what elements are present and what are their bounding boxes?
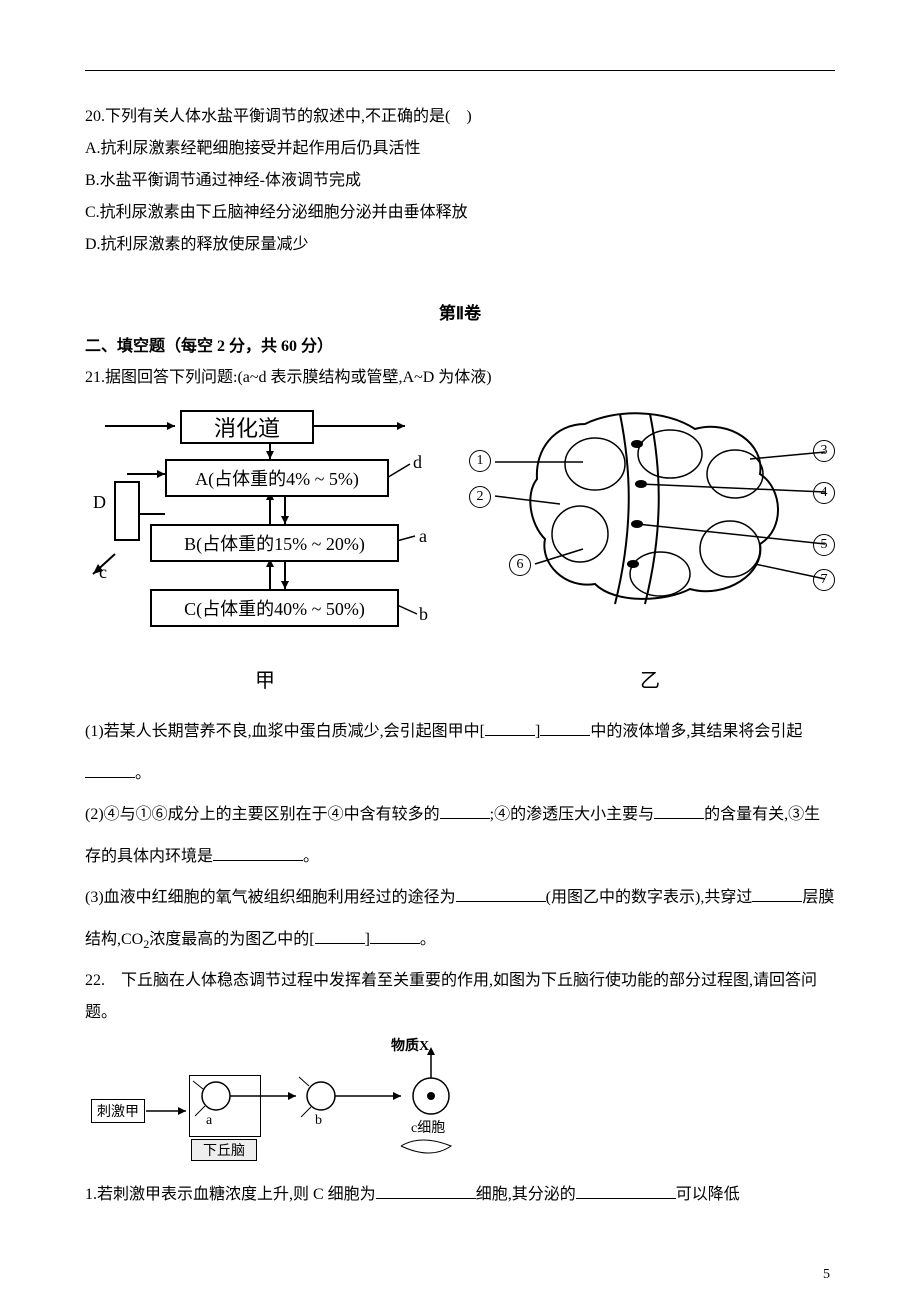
blank[interactable] (485, 719, 535, 736)
q22-hypothalamus-label-box: 下丘脑 (191, 1139, 257, 1161)
page-number: 5 (823, 1267, 830, 1283)
blank[interactable] (540, 719, 590, 736)
q22-hypothalamus-label: 下丘脑 (203, 1140, 245, 1160)
q22-figure: 刺激甲 a 下丘脑 b c细胞 物质X (91, 1041, 511, 1171)
q22-p1a: 1.若刺激甲表示血糖浓度上升,则 C 细胞为 (85, 1186, 376, 1203)
figure-captions: 甲 乙 (85, 664, 835, 693)
q21-p1a: (1)若某人长期营养不良,血浆中蛋白质减少,会引起图甲中[ (85, 723, 485, 740)
fig-jia-label-a: a (419, 526, 427, 547)
q22-p1b: 细胞,其分泌的 (476, 1186, 576, 1203)
q22-label-x: 物质X (391, 1035, 429, 1055)
figure-jia: 消化道 A(占体重的4% ~ 5%) B(占体重的15% ~ 20%) C(占体… (85, 404, 445, 664)
fig-yi-label-3: 3 (813, 440, 835, 462)
fig-jia-label-d-upper: D (93, 492, 106, 513)
q21-p3f: 。 (420, 931, 436, 948)
blank[interactable] (315, 927, 365, 944)
blank[interactable] (654, 802, 704, 819)
top-rule (85, 70, 835, 71)
q20-opt-a: A.抗利尿激素经靶细胞接受并起作用后仍具活性 (85, 133, 835, 165)
fig-jia-label-b: b (419, 604, 428, 625)
q22-hypothalamus-box (189, 1075, 261, 1137)
blank[interactable] (576, 1182, 676, 1199)
fig-jia-box-top: 消化道 (180, 410, 314, 444)
q21-p3d: 浓度最高的为图乙中的[ (149, 931, 314, 948)
fig-yi-label-5: 5 (813, 534, 835, 556)
q20-opt-b: B.水盐平衡调节通过神经-体液调节完成 (85, 165, 835, 197)
fig-jia-box-a: A(占体重的4% ~ 5%) (165, 459, 389, 497)
q21-p1d: 。 (135, 765, 151, 782)
q22-stem: 22. 下丘脑在人体稳态调节过程中发挥着至关重要的作用,如图为下丘脑行使功能的部… (85, 965, 835, 1029)
q22-p1c: 可以降低 (676, 1186, 740, 1203)
fig-yi-label-4: 4 (813, 482, 835, 504)
q22-stim-box: 刺激甲 (91, 1099, 145, 1123)
blank[interactable] (213, 844, 303, 861)
q21-p3b: (用图乙中的数字表示),共穿过 (546, 889, 753, 906)
q22-svg (91, 1041, 511, 1171)
fig-jia-box-c: C(占体重的40% ~ 50%) (150, 589, 399, 627)
fig-yi-caption: 乙 (465, 664, 835, 693)
fig-jia-label-d: d (413, 452, 422, 473)
fig-yi-label-2: 2 (469, 486, 491, 508)
blank[interactable] (456, 885, 546, 902)
q20-stem: 20.下列有关人体水盐平衡调节的叙述中,不正确的是( ) (85, 101, 835, 133)
q21-p1c: 中的液体增多,其结果将会引起 (590, 723, 802, 740)
q21-p2: (2)④与①⑥成分上的主要区别在于④中含有较多的;④的渗透压大小主要与的含量有关… (85, 794, 835, 877)
figure-yi-svg (465, 404, 835, 624)
q22-label-b: b (315, 1113, 322, 1129)
q21-figures: 消化道 A(占体重的4% ~ 5%) B(占体重的15% ~ 20%) C(占体… (85, 404, 835, 664)
q21-p2a: (2)④与①⑥成分上的主要区别在于④中含有较多的 (85, 806, 440, 823)
q22-label-a: a (206, 1113, 212, 1129)
fig-jia-box-b: B(占体重的15% ~ 20%) (150, 524, 399, 562)
q21-p2b: ;④的渗透压大小主要与 (490, 806, 654, 823)
q21-stem: 21.据图回答下列问题:(a~d 表示膜结构或管壁,A~D 为体液) (85, 362, 835, 394)
figure-yi: 1 2 6 3 4 5 7 (465, 404, 835, 664)
q20-opt-c: C.抗利尿激素由下丘脑神经分泌细胞分泌并由垂体释放 (85, 197, 835, 229)
q21-p3: (3)血液中红细胞的氧气被组织细胞利用经过的途径为 (用图乙中的数字表示),共穿过… (85, 877, 835, 960)
fig-yi-label-1: 1 (469, 450, 491, 472)
q21-p3a: (3)血液中红细胞的氧气被组织细胞利用经过的途径为 (85, 889, 456, 906)
fig-jia-caption: 甲 (85, 664, 445, 693)
blank[interactable] (370, 927, 420, 944)
fig-jia-label-c: c (99, 562, 107, 583)
fig-yi-label-6: 6 (509, 554, 531, 576)
blank[interactable] (85, 761, 135, 778)
q21-p2d: 。 (303, 848, 319, 865)
blank[interactable] (440, 802, 490, 819)
q22-stim-label: 刺激甲 (97, 1101, 139, 1121)
blank[interactable] (752, 885, 802, 902)
part2-heading: 第Ⅱ卷 (85, 299, 835, 324)
q22-p1: 1.若刺激甲表示血糖浓度上升,则 C 细胞为 细胞,其分泌的 可以降低 (85, 1179, 835, 1211)
blank[interactable] (376, 1182, 476, 1199)
q22-label-c: c细胞 (411, 1117, 445, 1137)
fig-yi-label-7: 7 (813, 569, 835, 591)
section2-heading: 二、填空题（每空 2 分，共 60 分） (85, 332, 835, 356)
q20-opt-d: D.抗利尿激素的释放使尿量减少 (85, 229, 835, 261)
q21-p1: (1)若某人长期营养不良,血浆中蛋白质减少,会引起图甲中[]中的液体增多,其结果… (85, 711, 835, 794)
